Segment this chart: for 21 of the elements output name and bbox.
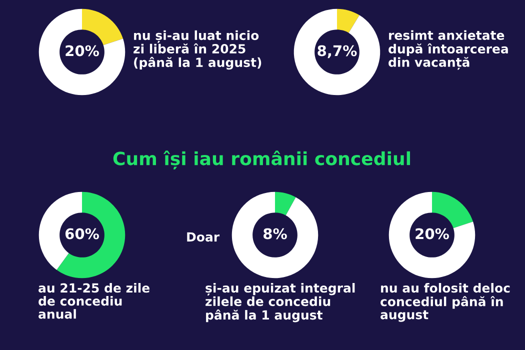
donut-slice (388, 192, 476, 278)
text: au 21-25 de zile de concediu anual (38, 283, 150, 319)
donut-slice (337, 8, 360, 33)
donut-slice (294, 8, 380, 96)
text: resimt anxietate după întoarcerea din vacanță (388, 30, 508, 70)
donut-slice (232, 192, 318, 278)
data-label: 8% (264, 228, 287, 240)
data-label: 20% (66, 45, 99, 56)
data-label: 20% (416, 228, 449, 240)
data-label: 60% (65, 228, 99, 240)
donut-slice (56, 192, 126, 278)
text: nu au folosit deloc concediul până în august (380, 283, 510, 322)
text: nu și-au luat nicio zi liberă în 2025 (până la 1 august) (134, 30, 262, 70)
donut-slice (275, 192, 296, 216)
data-label: 8,7% (318, 45, 357, 58)
donut-slice (432, 192, 474, 228)
text: Cum își iau românii concediul (113, 150, 410, 170)
text: Doar (187, 232, 220, 242)
donut-slice (82, 8, 124, 46)
donut-slice (38, 8, 126, 96)
text: și-au epuizat integral zilele de concediu până la 1 august (206, 283, 355, 322)
